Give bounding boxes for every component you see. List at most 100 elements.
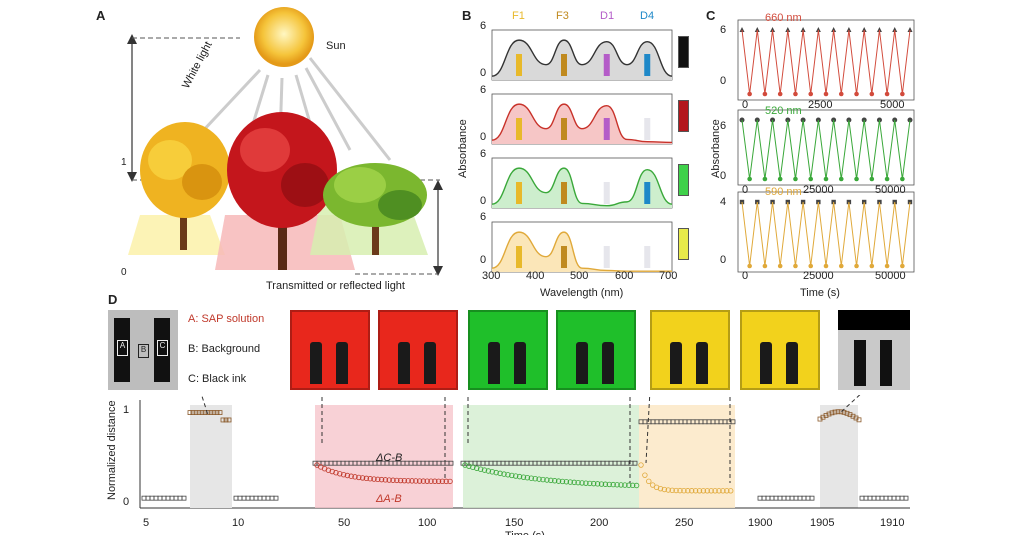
data-point-cb bbox=[730, 419, 736, 425]
data-point-cb bbox=[891, 495, 897, 501]
filter-band-bar bbox=[561, 118, 567, 140]
panel-d-label: D bbox=[108, 292, 118, 307]
pointer-line bbox=[201, 395, 209, 416]
data-point-ab bbox=[571, 479, 577, 486]
c-row1-title: 660 nm bbox=[765, 12, 802, 24]
data-point-ab bbox=[356, 474, 362, 481]
transmitted-label: Transmitted or reflected light bbox=[266, 280, 405, 292]
photo-sample-3 bbox=[468, 310, 548, 390]
data-point-ab bbox=[591, 480, 597, 487]
data-point-ab bbox=[340, 471, 347, 478]
b-xtick-400: 400 bbox=[526, 270, 545, 282]
data-point-ab bbox=[633, 482, 640, 489]
d-ytick-1: 1 bbox=[123, 404, 130, 416]
filter-band-bar bbox=[561, 54, 567, 76]
data-point-ab bbox=[489, 469, 495, 475]
data-point-cb bbox=[823, 413, 829, 418]
data-point-ab bbox=[470, 464, 476, 470]
cycle-line bbox=[741, 119, 911, 180]
photo-letter-c: C bbox=[157, 340, 168, 356]
filter-band-bar bbox=[603, 54, 610, 76]
b-swatch-2 bbox=[678, 100, 689, 132]
data-point-cb bbox=[149, 495, 155, 501]
data-point-ab bbox=[520, 474, 527, 480]
data-point-ab bbox=[700, 488, 707, 494]
filter-band-bar bbox=[561, 182, 567, 204]
data-point-cb bbox=[871, 495, 877, 501]
data-point-ab bbox=[716, 488, 722, 494]
data-point-cb bbox=[265, 495, 271, 501]
data-point-cb bbox=[632, 460, 638, 466]
data-point-cb bbox=[887, 495, 893, 501]
data-point-ab bbox=[481, 467, 488, 473]
data-point-cb bbox=[199, 410, 205, 416]
c-row2-xtick-1: 25000 bbox=[803, 184, 834, 196]
data-point-cb bbox=[793, 495, 799, 501]
cycle-row-frame bbox=[737, 19, 915, 101]
yellow-tree-icon bbox=[140, 122, 230, 250]
cycling-chart bbox=[737, 19, 915, 273]
filter-band-bar bbox=[603, 118, 610, 140]
data-point-ab bbox=[397, 477, 404, 484]
legend-a: A: SAP solution bbox=[188, 313, 265, 325]
data-point-ab bbox=[443, 478, 449, 485]
spectrum-fill bbox=[492, 168, 672, 208]
cycle-line bbox=[741, 201, 911, 267]
b-row1-bottom: 0 bbox=[480, 67, 487, 79]
cycle-line bbox=[741, 29, 911, 95]
data-point-ab bbox=[375, 476, 381, 483]
cycle-marker-on bbox=[785, 27, 791, 32]
data-point-ab bbox=[447, 478, 453, 485]
data-point-cb bbox=[181, 495, 187, 501]
data-point-ab bbox=[337, 471, 343, 477]
data-point-cb bbox=[169, 495, 175, 501]
data-point-cb bbox=[141, 495, 147, 501]
c-row2-xtick-2: 50000 bbox=[875, 184, 906, 196]
data-point-ab bbox=[548, 477, 554, 484]
photo-sample-6 bbox=[740, 310, 820, 390]
data-point-ab bbox=[728, 488, 734, 494]
data-point-cb bbox=[220, 417, 226, 423]
data-point-ab bbox=[428, 478, 434, 484]
filter-band-bar bbox=[516, 118, 522, 140]
d-ytick-0: 0 bbox=[123, 496, 130, 508]
data-point-ab bbox=[390, 477, 396, 483]
data-point-cb bbox=[841, 409, 847, 415]
peak-label-f1: F1 bbox=[512, 10, 525, 22]
data-point-cb bbox=[193, 410, 199, 416]
data-point-cb bbox=[257, 495, 263, 501]
data-point-ab bbox=[650, 482, 656, 488]
data-point-ab bbox=[724, 488, 730, 494]
peak-label-d1: D1 bbox=[600, 10, 615, 22]
cycle-row-frame bbox=[737, 109, 915, 186]
b-xtick-500: 500 bbox=[570, 270, 589, 282]
data-point-ab bbox=[689, 488, 695, 494]
data-point-ab bbox=[505, 472, 511, 478]
data-point-ab bbox=[413, 478, 419, 484]
data-point-cb bbox=[157, 495, 163, 501]
data-point-cb bbox=[863, 495, 869, 501]
data-point-ab bbox=[363, 475, 370, 482]
data-point-ab bbox=[333, 470, 339, 476]
photo-reference: A B C bbox=[108, 310, 178, 390]
b-xtick-700: 700 bbox=[659, 270, 678, 282]
data-point-cb bbox=[765, 495, 771, 501]
data-point-cb bbox=[269, 495, 275, 501]
data-point-ab bbox=[575, 479, 581, 486]
data-point-ab bbox=[622, 482, 628, 488]
peak-label-f3: F3 bbox=[556, 10, 569, 22]
data-point-ab bbox=[371, 476, 377, 482]
cycle-marker-on bbox=[876, 27, 882, 32]
data-point-cb bbox=[867, 495, 873, 501]
data-point-cb bbox=[895, 495, 901, 501]
legend-b: B: Background bbox=[188, 343, 261, 355]
data-point-cb bbox=[273, 495, 279, 501]
data-point-ab bbox=[587, 480, 593, 487]
data-point-cb bbox=[903, 495, 909, 501]
panel-b-xlabel: Wavelength (nm) bbox=[540, 287, 624, 299]
data-point-ab bbox=[416, 478, 423, 484]
c-row1-xtick-0: 0 bbox=[742, 99, 749, 111]
data-point-cb bbox=[856, 417, 862, 423]
green-tree-icon bbox=[323, 163, 427, 255]
data-point-ab bbox=[563, 479, 570, 485]
